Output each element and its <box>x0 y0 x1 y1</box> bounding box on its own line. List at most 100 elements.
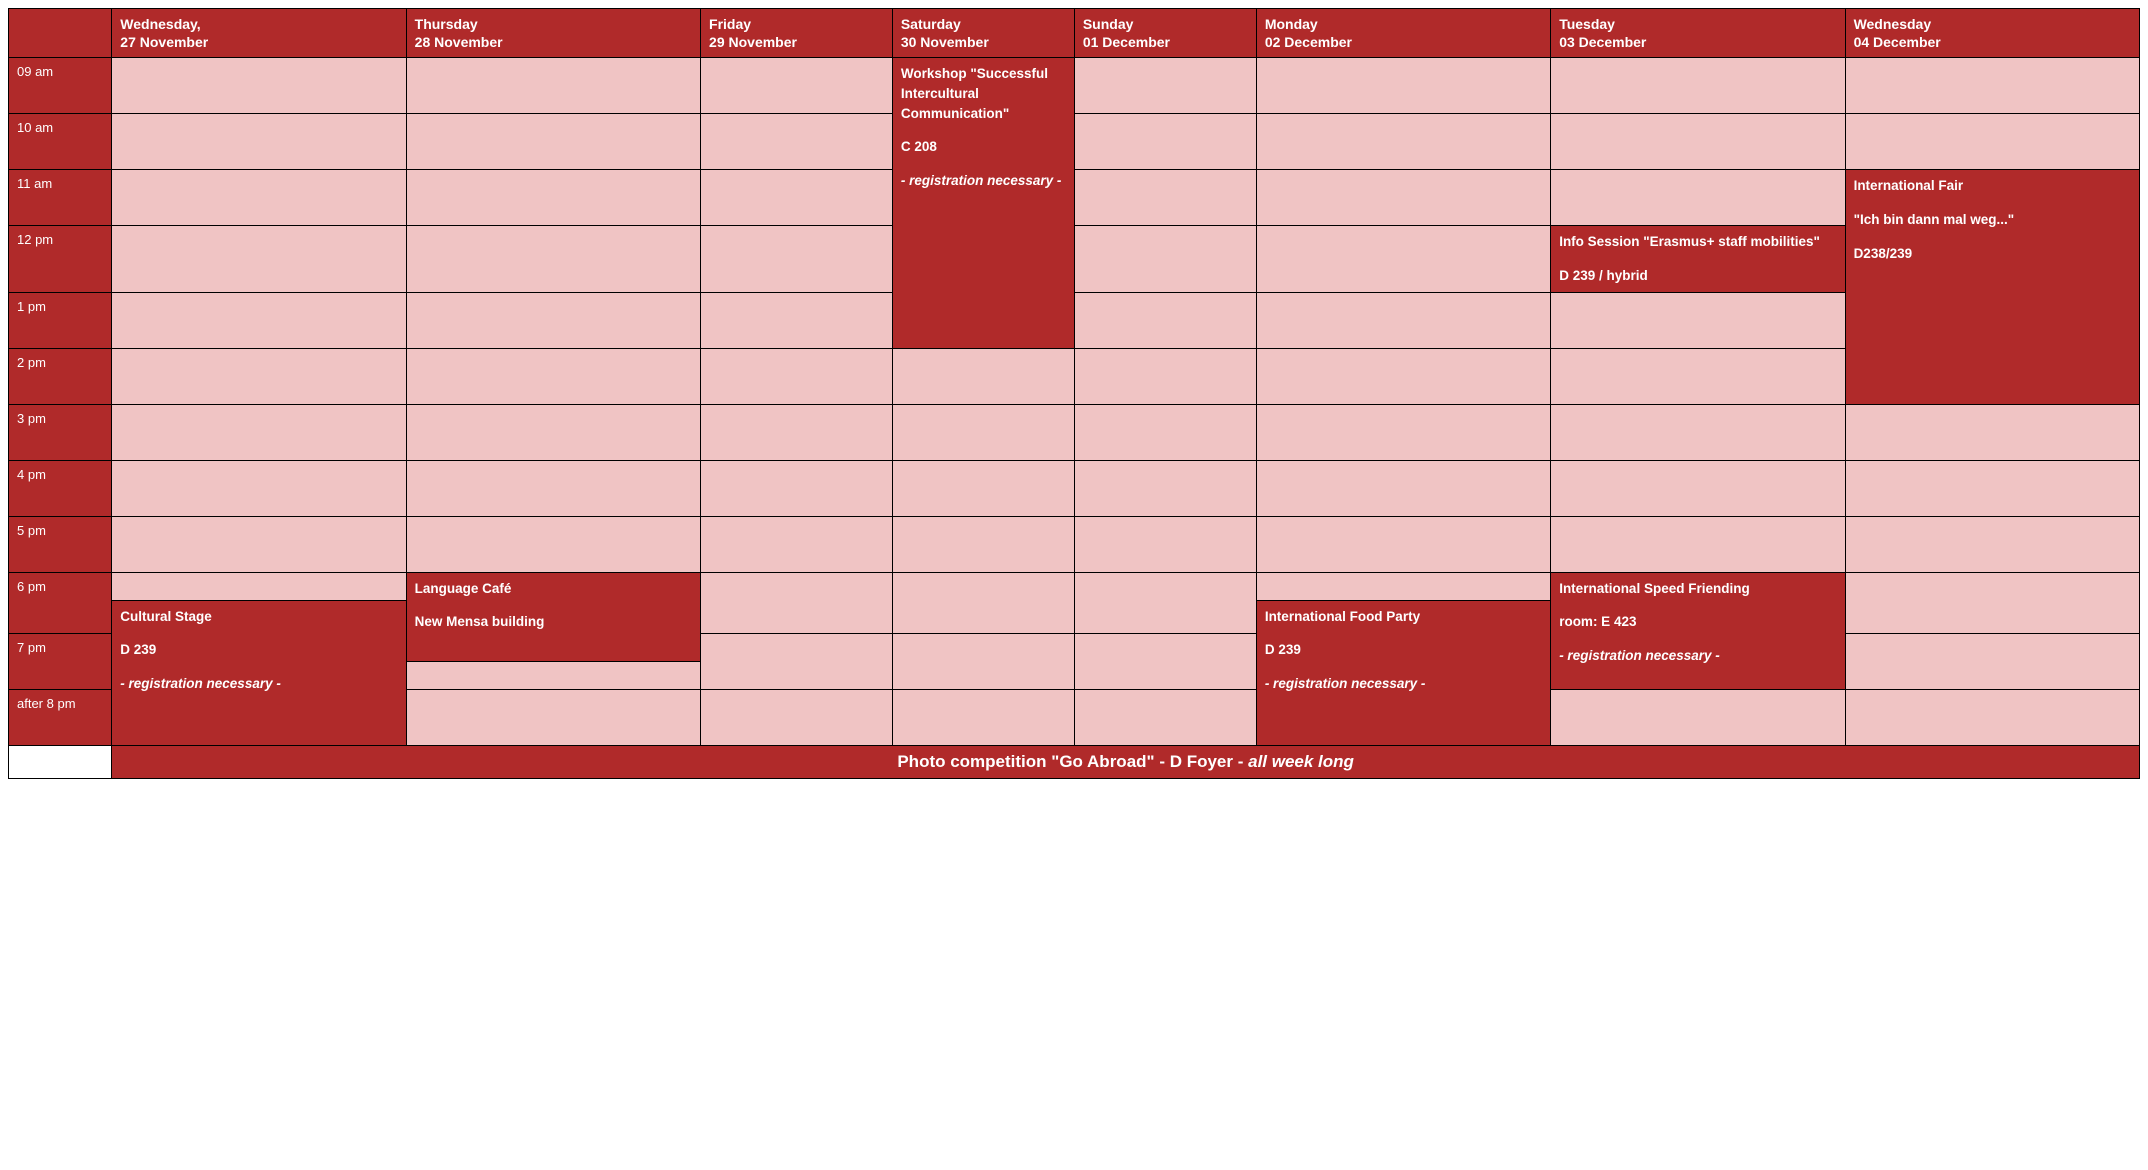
time-column-header <box>9 9 112 58</box>
event-note: - registration necessary - <box>1559 646 1836 666</box>
empty-slot <box>892 404 1074 460</box>
event-title: International Fair <box>1854 176 2131 196</box>
day-date: 01 December <box>1083 34 1170 50</box>
empty-slot <box>1551 292 1845 348</box>
empty-slot <box>1845 460 2139 516</box>
day-header: Saturday 30 November <box>892 9 1074 58</box>
empty-slot <box>1845 572 2139 633</box>
empty-slot <box>701 572 893 633</box>
time-label: 1 pm <box>9 292 112 348</box>
empty-slot <box>1845 404 2139 460</box>
empty-slot <box>701 292 893 348</box>
day-date: 03 December <box>1559 34 1646 50</box>
empty-slot <box>112 404 406 460</box>
day-date: 27 November <box>120 34 208 50</box>
event-title: International Food Party <box>1265 607 1542 627</box>
empty-slot <box>406 170 700 226</box>
event-title: Workshop "Successful Intercultural Commu… <box>901 64 1066 123</box>
empty-slot <box>1074 226 1256 292</box>
empty-slot <box>1845 633 2139 689</box>
event-food-party: International Food Party D 239 - registr… <box>1256 600 1550 745</box>
empty-slot <box>406 689 700 745</box>
empty-slot <box>1845 689 2139 745</box>
empty-slot <box>701 114 893 170</box>
empty-slot <box>1256 516 1550 572</box>
day-date: 04 December <box>1854 34 1941 50</box>
empty-slot <box>112 58 406 114</box>
empty-slot <box>1256 460 1550 516</box>
empty-slot <box>1551 114 1845 170</box>
day-date: 02 December <box>1265 34 1352 50</box>
empty-slot <box>1256 404 1550 460</box>
time-label: 12 pm <box>9 226 112 292</box>
event-cultural-stage: Cultural Stage D 239 - registration nece… <box>112 600 406 745</box>
empty-slot <box>701 689 893 745</box>
event-note: - registration necessary - <box>1265 674 1542 694</box>
empty-slot <box>1551 689 1845 745</box>
empty-slot <box>1551 460 1845 516</box>
empty-slot <box>1074 292 1256 348</box>
day-header: Sunday 01 December <box>1074 9 1256 58</box>
footer-text: Photo competition "Go Abroad" - D Foyer … <box>897 752 1248 771</box>
time-label: 10 am <box>9 114 112 170</box>
empty-slot <box>1074 460 1256 516</box>
time-label: 5 pm <box>9 516 112 572</box>
empty-slot <box>406 661 700 689</box>
event-workshop: Workshop "Successful Intercultural Commu… <box>892 58 1074 348</box>
empty-slot <box>1845 516 2139 572</box>
day-weekday: Tuesday <box>1559 16 1615 32</box>
event-location: D238/239 <box>1854 244 2131 264</box>
empty-slot <box>406 516 700 572</box>
empty-slot <box>1074 633 1256 689</box>
day-weekday: Thursday <box>415 16 478 32</box>
empty-slot <box>1074 404 1256 460</box>
empty-slot <box>892 689 1074 745</box>
empty-slot <box>1256 348 1550 404</box>
event-location: D 239 <box>120 640 397 660</box>
empty-slot <box>1074 114 1256 170</box>
empty-slot <box>112 516 406 572</box>
empty-slot <box>406 226 700 292</box>
day-header: Thursday 28 November <box>406 9 700 58</box>
empty-slot <box>112 460 406 516</box>
empty-slot <box>892 516 1074 572</box>
day-weekday: Wednesday <box>1854 16 1932 32</box>
empty-slot <box>892 633 1074 689</box>
empty-slot <box>1256 572 1550 600</box>
time-label: 4 pm <box>9 460 112 516</box>
day-weekday: Sunday <box>1083 16 1134 32</box>
empty-slot <box>701 404 893 460</box>
event-title: International Speed Friending <box>1559 579 1836 599</box>
empty-slot <box>1551 170 1845 226</box>
time-label: 7 pm <box>9 633 112 689</box>
day-weekday: Wednesday, <box>120 16 200 32</box>
day-header: Friday 29 November <box>701 9 893 58</box>
empty-slot <box>892 348 1074 404</box>
empty-slot <box>701 633 893 689</box>
header-row: Wednesday, 27 November Thursday 28 Novem… <box>9 9 2140 58</box>
empty-slot <box>1074 58 1256 114</box>
empty-slot <box>701 170 893 226</box>
empty-slot <box>1074 170 1256 226</box>
event-location: New Mensa building <box>415 612 692 632</box>
event-speed-friending: International Speed Friending room: E 42… <box>1551 572 1845 689</box>
footer-spacer <box>9 745 112 778</box>
event-note: - registration necessary - <box>120 674 397 694</box>
time-label: 2 pm <box>9 348 112 404</box>
event-location: D 239 <box>1265 640 1542 660</box>
empty-slot <box>406 292 700 348</box>
day-header: Wednesday, 27 November <box>112 9 406 58</box>
day-header: Monday 02 December <box>1256 9 1550 58</box>
empty-slot <box>112 170 406 226</box>
event-location: room: E 423 <box>1559 612 1836 632</box>
empty-slot <box>892 460 1074 516</box>
empty-slot <box>406 348 700 404</box>
empty-slot <box>406 114 700 170</box>
day-weekday: Monday <box>1265 16 1318 32</box>
empty-slot <box>1074 689 1256 745</box>
empty-slot <box>701 348 893 404</box>
event-erasmus-session: Info Session "Erasmus+ staff mobilities"… <box>1551 226 1845 292</box>
empty-slot <box>1256 292 1550 348</box>
empty-slot <box>701 58 893 114</box>
day-date: 28 November <box>415 34 503 50</box>
